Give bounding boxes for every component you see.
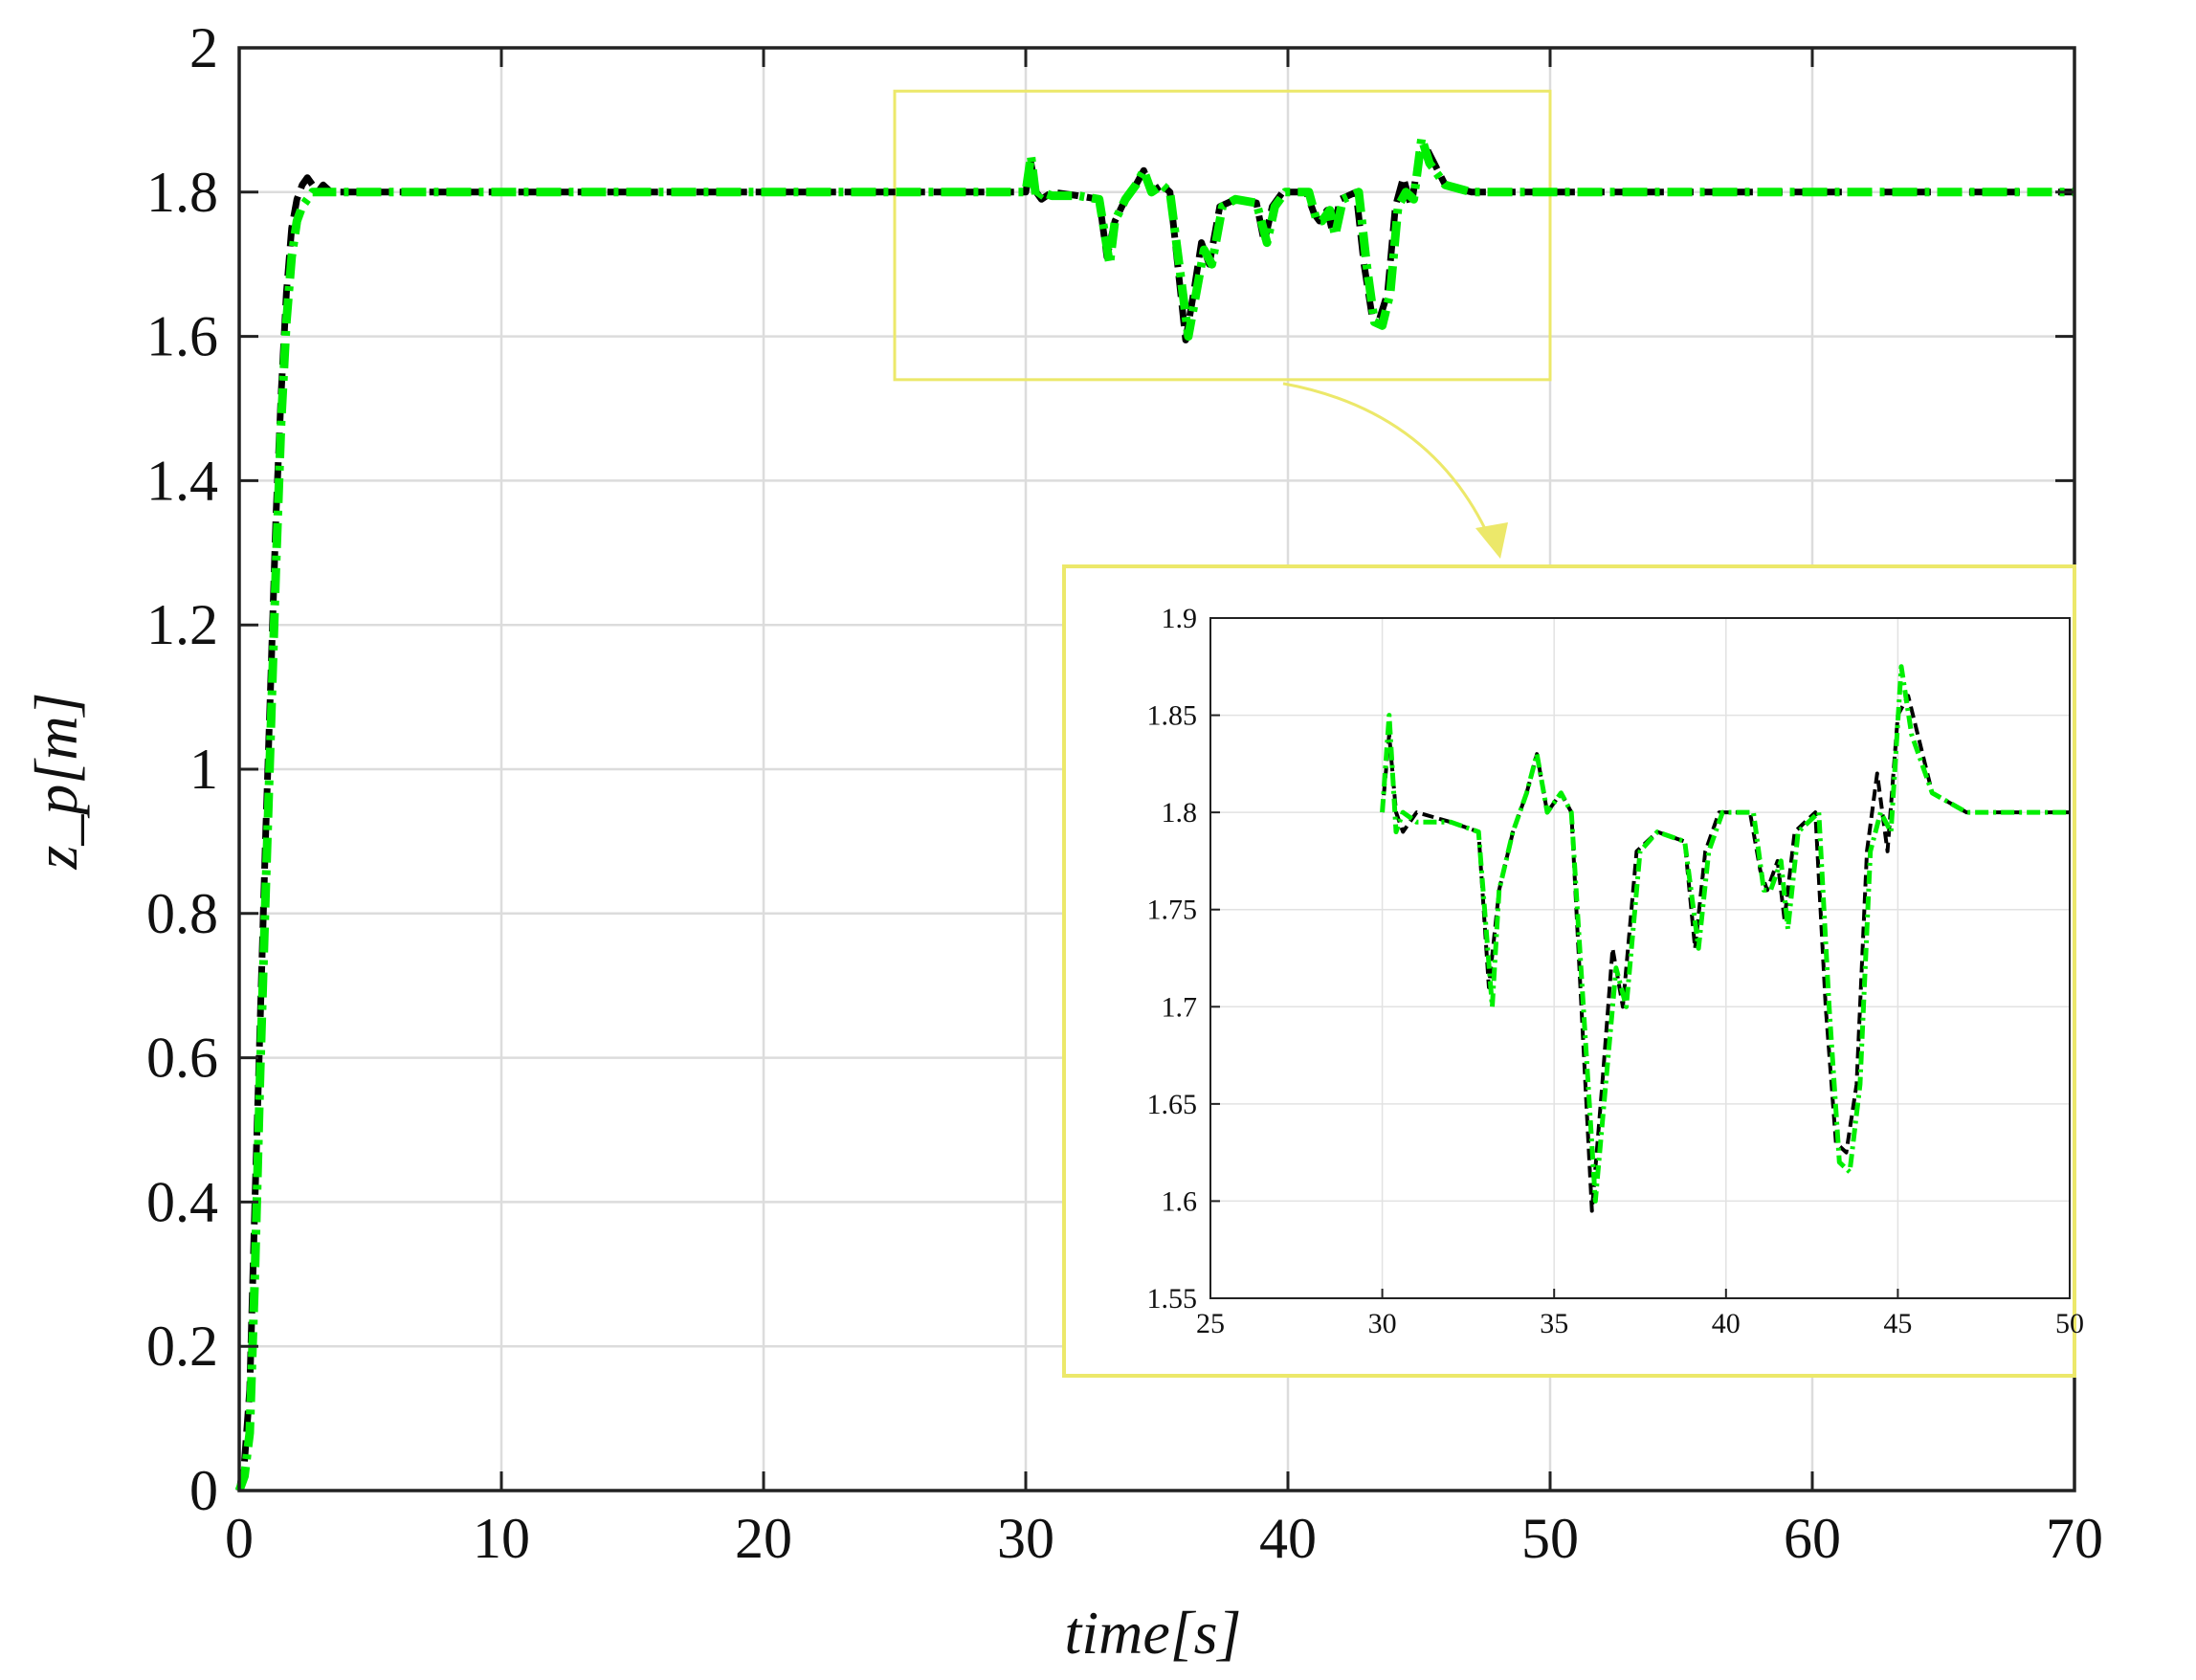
x-tick-label: 0 (225, 1507, 254, 1570)
series-black-dashed-line (235, 145, 2074, 1492)
inset-y-tick-label: 1.7 (1162, 991, 1198, 1023)
y-tick-label: 1.4 (146, 449, 218, 512)
inset-y-tick-label: 1.9 (1162, 603, 1198, 634)
inset-series-black-dashed-line (1380, 694, 2070, 1213)
inset-y-tick-label: 1.55 (1147, 1283, 1198, 1315)
inset-panel: 25 30 35 40 45 50 1.55 1.6 1.65 1.7 1.75 1.8 1.85 1.9 (1062, 564, 2084, 1378)
y-tick-label: 1.8 (146, 161, 218, 224)
zoom-arrow (1282, 382, 1508, 559)
inset-y-tick-label: 1.8 (1162, 797, 1198, 829)
inset-y-tick-label: 1.65 (1147, 1089, 1198, 1120)
inset-y-tick-label: 1.75 (1147, 895, 1198, 926)
y-tick-label: 2 (189, 16, 218, 79)
y-tick-label: 0.4 (146, 1170, 218, 1233)
inset-y-tick-label: 1.6 (1162, 1185, 1198, 1217)
x-tick-label: 10 (473, 1507, 530, 1570)
zoom-highlight-rect (893, 89, 1552, 382)
x-axis-label: time[s] (1065, 1599, 1242, 1667)
x-tick-label: 20 (735, 1507, 792, 1570)
y-tick-label: 0.2 (146, 1315, 218, 1378)
inset-x-tick-label: 40 (1712, 1308, 1741, 1339)
x-tick-label: 30 (997, 1507, 1054, 1570)
y-tick-label: 0 (189, 1459, 218, 1522)
inset-series-green-dashdot-line (1380, 664, 2070, 1204)
y-tick-label: 1.2 (146, 593, 218, 656)
x-tick-label: 70 (2046, 1507, 2103, 1570)
inset-x-tick-label: 35 (1540, 1308, 1568, 1339)
inset-x-tick-label: 50 (2055, 1308, 2084, 1339)
zoom-arrow-head (1475, 522, 1508, 559)
y-tick-label: 0.6 (146, 1027, 218, 1090)
y-tick-label: 1.6 (146, 305, 218, 368)
x-tick-label: 60 (1784, 1507, 1841, 1570)
inset-x-tick-label: 45 (1883, 1308, 1912, 1339)
series-green-dashdot-line (234, 133, 2074, 1492)
zoom-highlight-box (893, 89, 1552, 382)
x-tick-label: 40 (1259, 1507, 1317, 1570)
x-tick-label: 50 (1521, 1507, 1579, 1570)
inset-axes-box (1209, 617, 2071, 1299)
y-tick-label: 0.8 (146, 882, 218, 945)
main-tick-labels: 0 10 20 30 40 50 60 70 0 0.2 0.4 0.6 0.8 1 1.2 1.4 1.6 1.… (146, 16, 2103, 1570)
main-series-group (234, 133, 2074, 1492)
zoom-arrow-curve (1282, 382, 1495, 546)
inset-series-group (1380, 664, 2070, 1213)
inset-x-tick-label: 25 (1196, 1308, 1225, 1339)
inset-x-tick-label: 30 (1368, 1308, 1397, 1339)
inset-frame (1062, 564, 2076, 1378)
y-axis-label: z_p[m] (22, 693, 90, 871)
y-tick-label: 1 (189, 738, 218, 801)
inset-y-tick-label: 1.85 (1147, 700, 1198, 732)
